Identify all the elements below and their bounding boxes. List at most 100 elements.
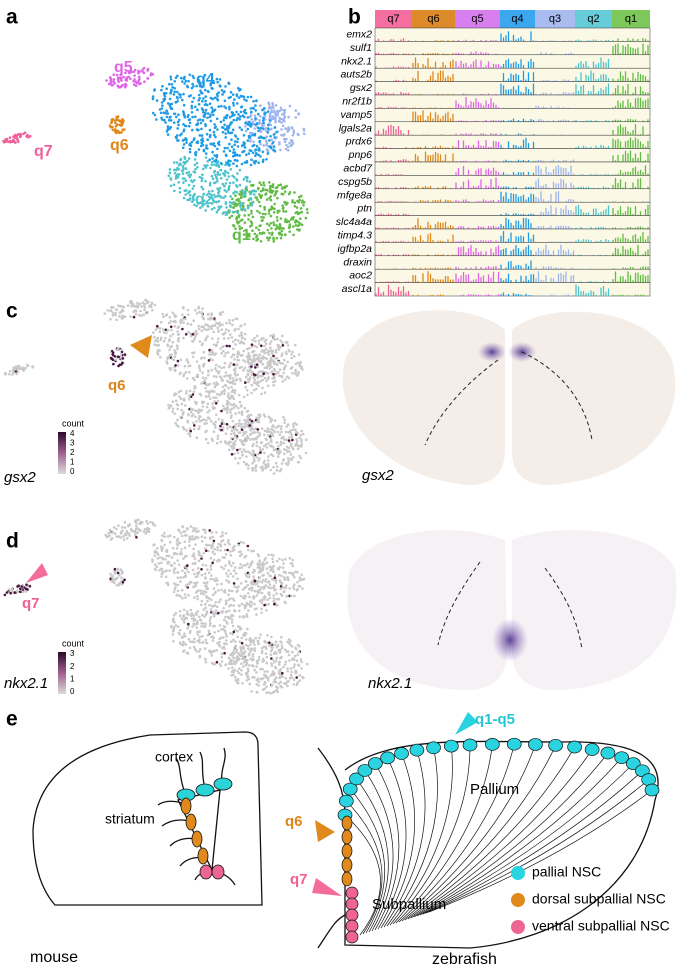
cell-point [17, 584, 20, 587]
cell-point [222, 404, 225, 408]
cell-point [168, 348, 171, 352]
cell-point [252, 189, 256, 192]
cell-point [174, 76, 178, 79]
cell-point [278, 142, 281, 146]
cell-point [163, 535, 166, 538]
cell-point [206, 204, 209, 207]
cell-point [257, 684, 261, 687]
cell-point [194, 329, 198, 333]
cell-point [266, 670, 269, 673]
cell-point [213, 133, 216, 137]
cell-point [210, 202, 214, 205]
cell-point [172, 161, 176, 164]
cell-point [174, 611, 178, 615]
cell-point [213, 96, 217, 100]
cell-point [286, 669, 290, 673]
cell-point [201, 108, 205, 112]
cell-point [256, 431, 260, 434]
cell-point [268, 367, 272, 370]
cell-point [180, 617, 184, 621]
cell-point [204, 590, 208, 594]
cell-point [270, 109, 273, 112]
cell-point [178, 395, 181, 399]
cell-point [169, 540, 172, 544]
cell-point [300, 366, 303, 370]
cell-point [192, 76, 195, 80]
cell-point [263, 391, 267, 394]
cell-point [273, 202, 276, 206]
cell-point [166, 329, 170, 332]
cell-point [233, 609, 237, 613]
cell-point [227, 131, 230, 134]
cell-point [129, 300, 132, 304]
cell-point [153, 524, 157, 527]
cell-point [179, 580, 182, 583]
cell-point [272, 594, 276, 597]
cell-point [187, 625, 190, 628]
cell-point [252, 549, 256, 553]
cell-point [233, 140, 237, 143]
cell-point [196, 630, 199, 634]
cell-point [283, 452, 286, 456]
cell-point [187, 174, 190, 177]
cell-point [139, 529, 142, 532]
cell-point [109, 79, 113, 82]
cell-point [246, 232, 249, 236]
cluster-header-label: q2 [587, 13, 599, 25]
cell-point [113, 567, 117, 571]
cell-point [219, 598, 222, 601]
cell-point [282, 415, 285, 419]
cell-point [203, 572, 207, 576]
cell-point [201, 563, 205, 567]
cell-point [225, 635, 228, 638]
cell-point [236, 355, 239, 359]
cell-point [273, 430, 277, 434]
cell-point [204, 166, 208, 169]
cell-point [193, 424, 196, 427]
cell-point [181, 80, 184, 83]
cell-point [224, 182, 228, 185]
cell-point [230, 214, 234, 218]
cell-point [248, 451, 252, 455]
cell-point [113, 355, 117, 358]
cell-point [261, 127, 265, 130]
cell-point [281, 646, 284, 650]
cell-point [282, 438, 286, 441]
cell-point [201, 400, 204, 404]
cell-point [245, 671, 248, 675]
cell-point [289, 639, 292, 643]
cell-point [258, 576, 261, 580]
cell-point [244, 563, 248, 567]
heatmap-row [374, 41, 651, 56]
cell-point [166, 133, 170, 136]
cell-point [230, 662, 234, 665]
cell-point [111, 577, 114, 580]
cell-point [160, 88, 163, 92]
cell-point [26, 134, 30, 137]
cell-point [218, 662, 222, 666]
cell-point [215, 382, 219, 386]
cell-point [218, 78, 222, 81]
cell-point [237, 406, 240, 410]
cell-point [292, 225, 295, 228]
cell-point [180, 408, 183, 412]
cell-point [296, 212, 300, 216]
cell-point [272, 554, 275, 557]
cell-point [236, 451, 240, 455]
heatmap-row [374, 27, 651, 42]
cell-point [260, 646, 264, 650]
cell-point [268, 586, 271, 590]
cell-point [229, 572, 232, 576]
cell-point [231, 155, 235, 158]
cell-point [174, 135, 178, 139]
cell-point [283, 108, 287, 112]
cell-point [211, 150, 214, 154]
cell-point [246, 418, 250, 421]
cell-point [243, 332, 247, 336]
cell-point [119, 76, 123, 80]
cell-point [192, 390, 196, 394]
cell-point [232, 673, 235, 676]
cell-point [219, 347, 222, 350]
cell-point [169, 367, 173, 370]
cell-point [169, 404, 173, 408]
